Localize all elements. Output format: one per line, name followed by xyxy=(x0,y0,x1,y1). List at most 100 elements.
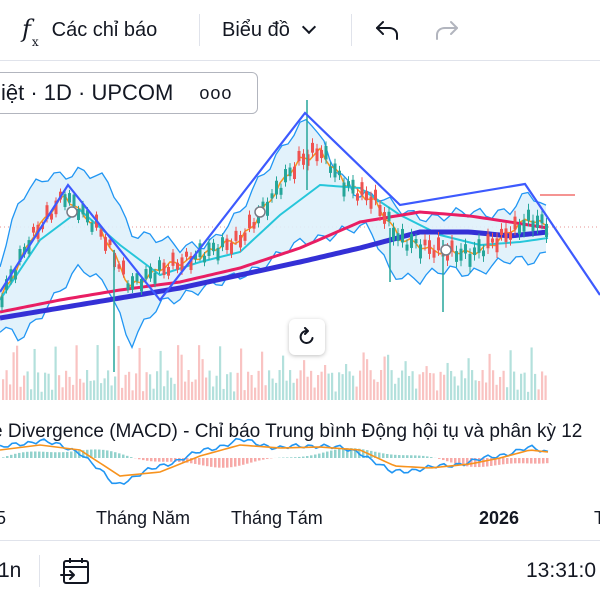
candle-body xyxy=(306,154,310,166)
macd-histogram-bar xyxy=(234,458,237,467)
macd-histogram-bar xyxy=(498,458,501,465)
macd-line xyxy=(0,437,549,486)
bottom-bar: 1n 13:31:0 xyxy=(0,540,600,600)
price-chart[interactable] xyxy=(0,61,600,540)
candle-body xyxy=(297,150,301,162)
reset-chart-button[interactable] xyxy=(289,319,325,355)
volume-bar xyxy=(506,387,509,400)
toolbar-border xyxy=(0,60,600,61)
volume-bar xyxy=(149,374,152,400)
volume-bar xyxy=(233,391,236,400)
candle-body xyxy=(464,244,467,254)
candle-body xyxy=(536,215,539,228)
macd-histogram-bar xyxy=(426,456,429,458)
macd-histogram-bar xyxy=(386,453,389,458)
macd-histogram-bar xyxy=(122,454,125,458)
volume-bar xyxy=(114,376,117,400)
macd-histogram-bar xyxy=(506,458,509,464)
calendar-goto-icon[interactable] xyxy=(60,556,92,586)
indicators-button[interactable]: fx Các chỉ báo xyxy=(22,0,157,60)
volume-bar xyxy=(285,380,288,400)
macd-histogram-bar xyxy=(266,458,269,459)
candle-body xyxy=(293,166,296,180)
candle-body xyxy=(77,209,80,220)
candle-body xyxy=(5,279,8,290)
volume-bar xyxy=(425,366,428,400)
ma-mid-line xyxy=(0,183,549,301)
volume-bar xyxy=(401,370,404,400)
macd-histogram-bar xyxy=(442,458,445,461)
macd-histogram-bar xyxy=(522,458,525,464)
chart-type-button[interactable]: Biểu đồ xyxy=(222,0,316,60)
macd-histogram-bar xyxy=(382,453,385,458)
volume-bar xyxy=(208,370,211,400)
macd-histogram-bar xyxy=(318,453,321,458)
more-options-icon[interactable]: ooo xyxy=(199,82,233,103)
candle-body xyxy=(0,296,4,308)
macd-histogram-bar xyxy=(534,458,537,464)
volume-bar xyxy=(19,386,22,400)
volume-bar xyxy=(5,370,8,400)
macd-histogram-bar xyxy=(230,458,233,468)
macd-indicator-label[interactable]: e Divergence (MACD) - Chỉ báo Trung bình… xyxy=(0,421,583,442)
candle-body xyxy=(234,230,238,241)
candle-body xyxy=(522,219,526,232)
volume-bar xyxy=(44,372,47,400)
volume-bar xyxy=(121,387,124,400)
volume-bar xyxy=(380,370,383,400)
candle-body xyxy=(189,256,193,271)
volume-bar xyxy=(492,370,495,400)
volume-bar xyxy=(418,374,421,400)
volume-bar xyxy=(79,378,82,400)
undo-button[interactable] xyxy=(374,0,400,60)
macd-histogram-bar xyxy=(482,458,485,467)
volume-bar xyxy=(369,370,372,400)
volume-bar xyxy=(40,391,43,400)
candle-body xyxy=(144,269,148,279)
chart-pane[interactable] xyxy=(0,61,600,540)
candle-body xyxy=(126,283,130,290)
candle-body xyxy=(243,232,247,241)
macd-histogram-bar xyxy=(94,449,97,458)
volume-bar xyxy=(110,385,113,400)
volume-bar xyxy=(215,375,218,400)
volume-bar xyxy=(131,390,134,400)
volume-bar xyxy=(313,387,316,400)
candle-body xyxy=(419,244,422,259)
volume-bar xyxy=(534,373,537,400)
candle-body xyxy=(122,260,125,275)
candle-body xyxy=(288,167,292,177)
macd-histogram-bar xyxy=(454,458,457,464)
candle-body xyxy=(18,249,22,262)
volume-bar xyxy=(166,370,169,400)
candle-body xyxy=(90,222,94,232)
macd-histogram-bar xyxy=(198,458,201,465)
volume-bar xyxy=(485,382,488,400)
volume-bar xyxy=(355,386,358,400)
candle-body xyxy=(81,203,85,215)
candle-body xyxy=(428,240,431,254)
volume-bar xyxy=(310,370,313,400)
redo-icon xyxy=(436,21,458,40)
volume-bar xyxy=(299,370,302,400)
macd-histogram-bar xyxy=(238,458,241,466)
macd-histogram-bar xyxy=(106,450,109,458)
redo-button[interactable] xyxy=(434,0,460,60)
candle-body xyxy=(23,246,26,255)
candle-body xyxy=(396,233,400,242)
bottom-divider xyxy=(39,555,40,587)
volume-bar xyxy=(422,372,425,400)
volume-bar xyxy=(156,371,159,400)
toolbar-divider xyxy=(199,14,200,46)
macd-histogram-bar xyxy=(6,456,9,458)
macd-histogram-bar xyxy=(390,454,393,458)
volume-bar xyxy=(289,370,292,400)
candle-body xyxy=(45,205,49,220)
volume-bar xyxy=(446,362,449,400)
candle-body xyxy=(473,247,476,256)
symbol-legend[interactable]: iệt · 1D · UPCOM ooo xyxy=(0,72,258,114)
macd-histogram-bar xyxy=(74,451,77,458)
macd-histogram-bar xyxy=(310,455,313,458)
interval-button[interactable]: 1n xyxy=(0,559,22,582)
volume-bar xyxy=(513,371,516,400)
